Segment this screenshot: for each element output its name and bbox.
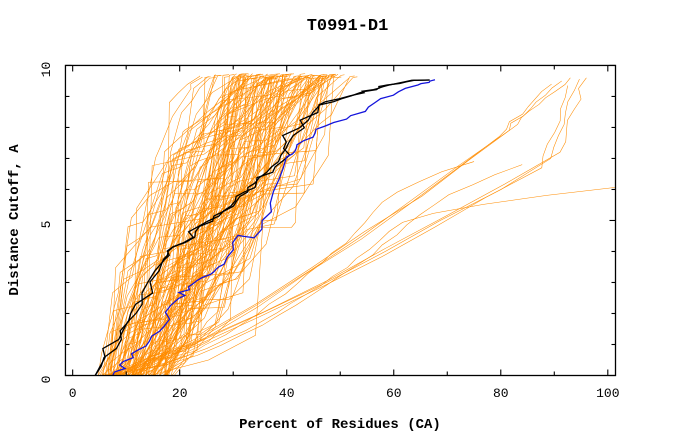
svg-text:Distance Cutoff, A: Distance Cutoff, A — [7, 144, 23, 296]
svg-text:0: 0 — [69, 386, 77, 401]
svg-text:60: 60 — [386, 386, 402, 401]
svg-text:5: 5 — [39, 221, 54, 229]
svg-text:80: 80 — [493, 386, 509, 401]
svg-text:10: 10 — [39, 62, 54, 78]
svg-text:Percent of Residues (CA): Percent of Residues (CA) — [239, 417, 441, 433]
svg-text:T0991-D1: T0991-D1 — [307, 17, 389, 36]
svg-text:100: 100 — [596, 386, 619, 401]
svg-text:20: 20 — [172, 386, 188, 401]
svg-text:0: 0 — [39, 376, 54, 384]
svg-text:40: 40 — [279, 386, 295, 401]
